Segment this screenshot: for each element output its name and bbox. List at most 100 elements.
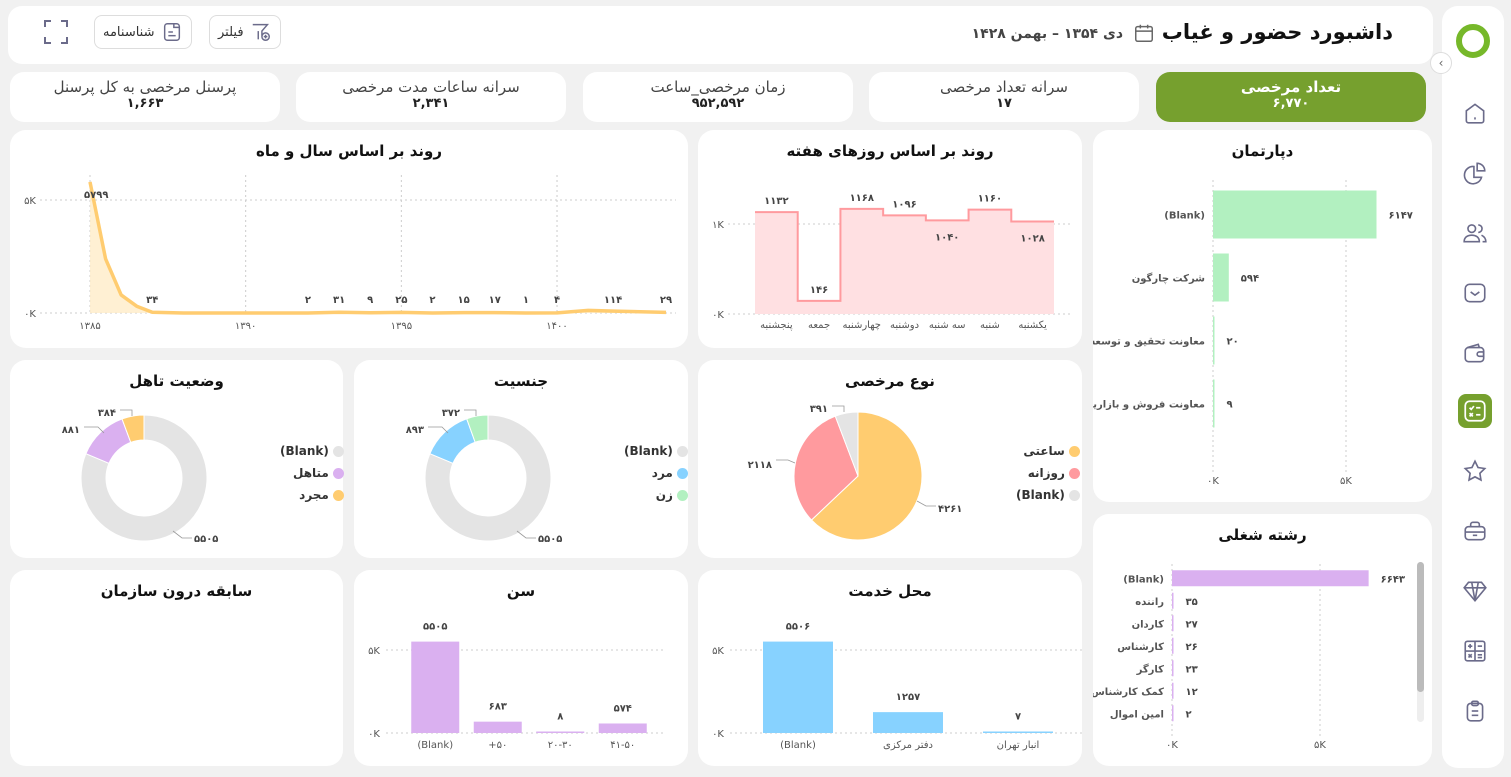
pie-chart-icon: [1463, 162, 1486, 185]
job-field-scrollbar[interactable]: [1417, 562, 1424, 722]
legend-item[interactable]: مجرد: [280, 488, 344, 502]
pie-slice: [466, 414, 489, 443]
kpi-card-leave-hours[interactable]: زمان مرخصی_ساعت ۹۵۲,۵۹۲: [583, 72, 853, 122]
bar: [1213, 379, 1215, 428]
bar: [873, 712, 943, 733]
profile-button[interactable]: شناسنامه: [94, 15, 192, 49]
bar: [1172, 615, 1174, 632]
filter-label: فیلتر: [218, 24, 244, 40]
data-label: ۹: [367, 295, 373, 306]
kpi-card-leave-per-capita[interactable]: سرانه تعداد مرخصی ۱۷: [869, 72, 1139, 122]
weekday-trend-chart: ۰K ۱K ۱۱۳۲ پنجشنبه ۱۴۶ جمعه ۱۱۶۸ چهارشنبه ۱۰۹۶ دو…: [712, 193, 1070, 331]
filter-add-icon: [252, 23, 270, 41]
data-label: ۳۱: [333, 295, 345, 306]
collapse-sidebar-button[interactable]: ‹: [1430, 52, 1452, 74]
legend-label: (Blank): [624, 444, 673, 458]
kpi-value: ۱,۶۶۳: [126, 96, 164, 111]
service-location-chart: ۰K ۵K ۵۵۰۶ (Blank) ۱۲۵۷ دفتر مرکزی ۷ انبار تهرا…: [712, 622, 1082, 751]
sidebar-item-premium[interactable]: [1458, 574, 1492, 608]
sidebar-item-tasks[interactable]: [1458, 694, 1492, 728]
chart-title: نوع مرخصی: [845, 372, 935, 390]
category-label: شرکت چارگون: [1132, 272, 1205, 285]
leader-line: [172, 530, 192, 539]
bar: [473, 721, 522, 733]
leave-type-chart: ۴۲۶۱ ۲۱۱۸ ۳۹۱: [748, 404, 962, 541]
legend-item[interactable]: متاهل: [280, 466, 344, 480]
fullscreen-icon[interactable]: [42, 18, 70, 46]
leader-line: [120, 409, 133, 416]
page-title: داشبورد حضور و غیاب: [1161, 20, 1393, 44]
area-fill: [755, 208, 1054, 314]
sidebar-item-reports[interactable]: [1458, 156, 1492, 190]
logo[interactable]: [1456, 24, 1490, 58]
kpi-value: ۲,۳۴۱: [412, 96, 450, 111]
chart-title: رشته شغلی: [1218, 526, 1307, 544]
data-label: ۲۷: [1186, 619, 1198, 630]
category-label: امین اموال: [1110, 709, 1164, 720]
filter-button[interactable]: فیلتر: [209, 15, 281, 49]
leader-line: [832, 405, 845, 412]
data-label: ۳۷۲: [442, 408, 460, 419]
data-label: ۷: [1015, 712, 1021, 723]
sidebar-item-calculator[interactable]: [1458, 634, 1492, 668]
sidebar-item-home[interactable]: [1458, 96, 1492, 130]
pie-slice: [834, 411, 859, 477]
users-icon: [1463, 224, 1487, 243]
data-label: ۶۱۴۷: [1389, 211, 1413, 222]
card-department: دپارتمان ۰K ۵K (Blank) ۶۱۴۷ شرکت چارگون ۵۹۴ مع…: [1093, 130, 1432, 502]
card-gender: جنسیت ۵۵۰۵ ۸۹۳ ۳۷۲ (Blank) مرد زن: [354, 360, 688, 558]
legend-item[interactable]: زن: [624, 488, 688, 502]
document-icon: [163, 23, 180, 41]
legend-item[interactable]: (Blank): [624, 444, 688, 458]
bar: [1213, 253, 1229, 302]
category-label: راننده: [1135, 597, 1164, 608]
x-tick-label: انبار تهران: [997, 740, 1040, 751]
data-label: ۵۹۴: [1241, 274, 1259, 285]
kpi-card-leave-count[interactable]: تعداد مرخصی ۶,۷۷۰: [1156, 72, 1426, 122]
series-line: [88, 181, 667, 315]
card-service-location: محل خدمت ۰K ۵K ۵۵۰۶ (Blank) ۱۲۵۷ دفتر مرکزی ۷ ا…: [698, 570, 1082, 766]
scrollbar-thumb[interactable]: [1417, 562, 1424, 692]
data-label: ۳۵: [1186, 597, 1198, 608]
legend-item[interactable]: (Blank): [1016, 488, 1080, 502]
x-tick-label: شنبه: [980, 320, 1000, 331]
data-label: ۲: [1186, 709, 1192, 720]
sidebar-item-wallet[interactable]: [1458, 336, 1492, 370]
y-tick-label: ۰K: [712, 310, 724, 321]
data-label: ۴۲۶۱: [938, 504, 962, 515]
data-label: ۵۵۰۵: [423, 622, 447, 633]
data-label: ۲۹: [660, 295, 672, 306]
legend-label: مجرد: [299, 488, 329, 502]
category-label: معاونت فروش و بازاریابی: [1093, 400, 1205, 411]
sidebar-item-inbox[interactable]: [1458, 276, 1492, 310]
data-label: ۳۹۱: [810, 404, 828, 415]
star-icon: [1463, 459, 1487, 482]
chart-legend: ساعتی روزانه (Blank): [1016, 444, 1080, 510]
kpi-card-hours-per-capita[interactable]: سرانه ساعات مدت مرخصی ۲,۳۴۱: [296, 72, 566, 122]
bar: [983, 731, 1053, 733]
legend-item[interactable]: ساعتی: [1016, 444, 1080, 458]
legend-label: (Blank): [1016, 488, 1065, 502]
legend-item[interactable]: روزانه: [1016, 466, 1080, 480]
date-range[interactable]: دی ۱۳۵۴ – بهمن ۱۴۲۸: [971, 26, 1123, 42]
data-label: ۶۸۳: [489, 702, 507, 713]
chart-legend: (Blank) مرد زن: [624, 444, 688, 510]
sidebar-item-users[interactable]: [1458, 216, 1492, 250]
kpi-value: ۹۵۲,۵۹۲: [691, 96, 745, 111]
header-bar: داشبورد حضور و غیاب دی ۱۳۵۴ – بهمن ۱۴۲۸ …: [8, 6, 1433, 64]
x-tick-label: (Blank): [780, 740, 816, 751]
sidebar-item-calculations[interactable]: [1458, 394, 1492, 428]
data-label: ۱۰۲۸: [1020, 233, 1044, 244]
legend-item[interactable]: (Blank): [280, 444, 344, 458]
legend-item[interactable]: مرد: [624, 466, 688, 480]
data-label: ۵۷۹۹: [84, 190, 108, 201]
data-label: ۲: [305, 295, 311, 306]
department-chart: ۰K ۵K (Blank) ۶۱۴۷ شرکت چارگون ۵۹۴ معاونت تحقی…: [1093, 180, 1413, 487]
leader-line: [516, 530, 536, 539]
age-chart: ۰K ۵K ۵۵۰۵ (Blank) ۶۸۳ +۵۰ ۸ ۲۰-۳۰ ۵۷۴ ۴۱-۵۰: [368, 622, 664, 751]
kpi-card-staff-ratio[interactable]: پرسنل مرخصی به کل پرسنل ۱,۶۶۳: [10, 72, 280, 122]
data-label: ۲۳: [1186, 664, 1198, 675]
sidebar-item-favorites[interactable]: [1458, 454, 1492, 488]
data-label: ۵۵۰۶: [786, 622, 810, 633]
sidebar-item-jobs[interactable]: [1458, 514, 1492, 548]
